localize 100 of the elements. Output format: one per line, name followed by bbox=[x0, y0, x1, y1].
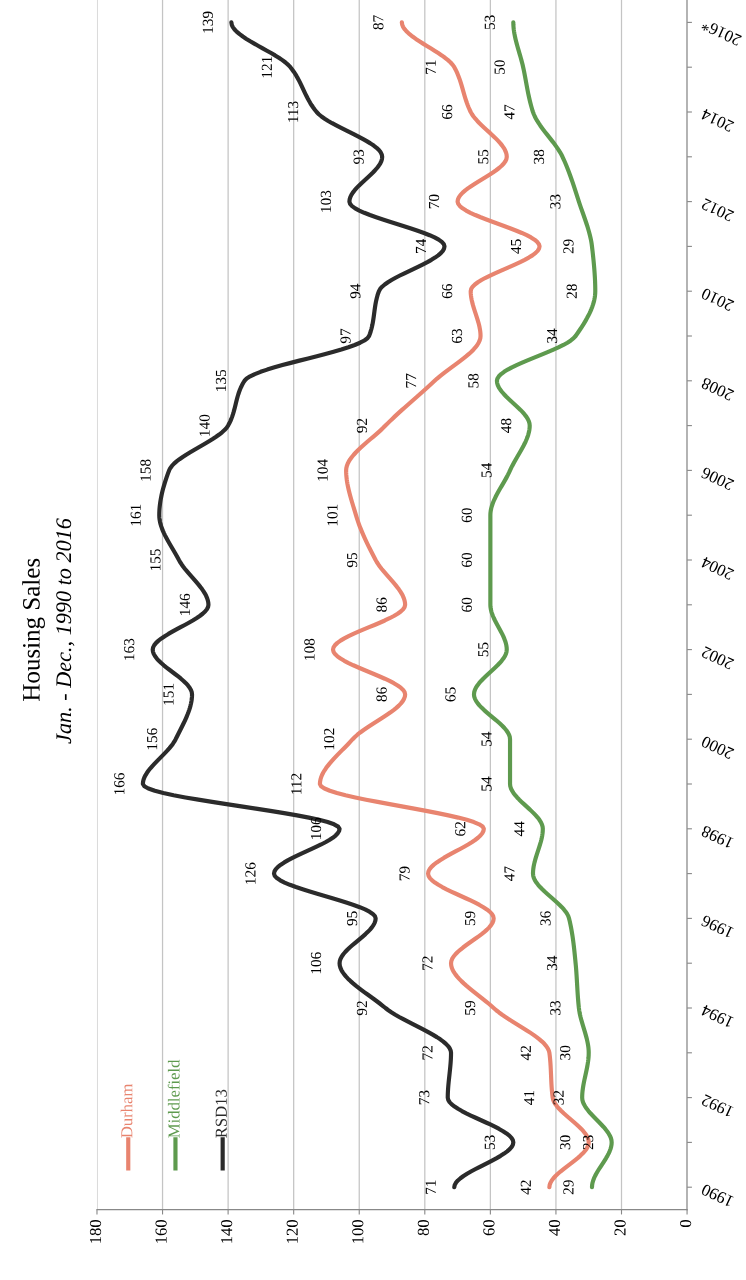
data-label: 65 bbox=[445, 687, 456, 702]
data-label: 50 bbox=[494, 60, 505, 74]
data-label: 70 bbox=[428, 194, 440, 209]
x-tick-label: 40 bbox=[548, 1219, 561, 1236]
data-label: 156 bbox=[146, 728, 158, 750]
data-label: 161 bbox=[130, 504, 141, 526]
data-label: 166 bbox=[114, 773, 125, 795]
data-label: 60 bbox=[461, 597, 472, 612]
data-label: 71 bbox=[425, 1180, 436, 1194]
data-label: 146 bbox=[179, 593, 191, 615]
data-label: 140 bbox=[199, 414, 210, 436]
data-label: 59 bbox=[464, 1000, 476, 1015]
text: RSD13 bbox=[215, 1089, 227, 1138]
data-label: 62 bbox=[455, 822, 466, 836]
data-label: 36 bbox=[540, 911, 551, 926]
data-label: 29 bbox=[563, 1180, 574, 1195]
data-label: 151 bbox=[163, 683, 174, 705]
y-tick-label: 2002 bbox=[700, 646, 735, 670]
data-label: 102 bbox=[323, 728, 335, 750]
data-label: 155 bbox=[150, 549, 161, 571]
data-label: 54 bbox=[481, 731, 492, 746]
data-label: 93 bbox=[353, 149, 364, 164]
data-label: 135 bbox=[215, 369, 227, 391]
data-label: 72 bbox=[422, 1046, 433, 1060]
text: Middlefield bbox=[167, 1059, 180, 1138]
data-label: 72 bbox=[422, 956, 433, 970]
data-label: 139 bbox=[202, 11, 213, 33]
x-tick-label: 160 bbox=[155, 1219, 167, 1243]
x-tick-label: 0 bbox=[679, 1219, 692, 1228]
data-label: 113 bbox=[287, 101, 299, 122]
y-tick-label: 2008 bbox=[700, 377, 735, 401]
data-label: 28 bbox=[566, 284, 577, 299]
data-label: 55 bbox=[478, 149, 489, 164]
data-label: 74 bbox=[415, 239, 426, 254]
x-tick-label: 80 bbox=[417, 1219, 429, 1236]
y-tick-label: 1996 bbox=[700, 914, 734, 939]
data-label: 63 bbox=[451, 328, 463, 343]
x-tick-label: 20 bbox=[614, 1219, 626, 1236]
data-label: 29 bbox=[563, 239, 574, 254]
data-label: 58 bbox=[468, 373, 479, 388]
y-tick-label: 2016* bbox=[700, 18, 742, 47]
y-tick-label: 1992 bbox=[700, 1094, 734, 1118]
data-label: 30 bbox=[560, 1135, 571, 1150]
data-label: 86 bbox=[376, 597, 387, 612]
data-label: 73 bbox=[419, 1090, 430, 1105]
y-tick-label: 2000 bbox=[700, 735, 735, 760]
data-label: 54 bbox=[481, 463, 492, 478]
data-label: 158 bbox=[140, 459, 151, 481]
y-tick-label: 2014 bbox=[700, 108, 735, 133]
data-label: 53 bbox=[484, 15, 495, 30]
x-tick-label: 180 bbox=[89, 1219, 102, 1243]
data-label: 66 bbox=[442, 284, 453, 299]
data-label: 41 bbox=[524, 1090, 535, 1105]
data-label: 92 bbox=[356, 1001, 368, 1016]
x-tick-label: 100 bbox=[352, 1219, 364, 1243]
data-label: 33 bbox=[550, 1000, 561, 1015]
data-label: 30 bbox=[560, 1045, 571, 1060]
data-label: 44 bbox=[514, 821, 525, 837]
data-label: 60 bbox=[461, 508, 472, 523]
y-tick-label: 2012 bbox=[700, 198, 735, 222]
data-label: 163 bbox=[124, 638, 135, 660]
data-label: 42 bbox=[520, 1180, 531, 1195]
data-label: 104 bbox=[317, 459, 328, 481]
data-label: 34 bbox=[546, 328, 558, 343]
data-label: 47 bbox=[504, 866, 515, 881]
data-label: 108 bbox=[304, 638, 315, 660]
x-tick-label: 140 bbox=[221, 1219, 233, 1243]
data-label: 77 bbox=[406, 373, 417, 388]
data-label: 121 bbox=[261, 56, 272, 78]
text: Jan. - Dec., 1990 to 2016 bbox=[56, 518, 75, 744]
text: Durham bbox=[120, 1083, 133, 1138]
data-label: 86 bbox=[376, 687, 387, 702]
y-tick-label: 1990 bbox=[700, 1183, 734, 1208]
data-label: 112 bbox=[291, 773, 302, 794]
data-label: 32 bbox=[553, 1090, 564, 1105]
data-label: 103 bbox=[320, 190, 332, 212]
data-label: 38 bbox=[533, 149, 545, 164]
data-label: 55 bbox=[478, 642, 489, 657]
y-tick-label: 2010 bbox=[700, 287, 735, 312]
data-label: 48 bbox=[501, 418, 512, 433]
y-tick-label: 1994 bbox=[700, 1004, 734, 1028]
data-label: 42 bbox=[520, 1046, 531, 1061]
x-tick-label: 120 bbox=[286, 1219, 298, 1243]
data-label: 95 bbox=[346, 911, 358, 926]
data-label: 60 bbox=[461, 552, 472, 567]
data-label: 106 bbox=[310, 952, 322, 974]
data-label: 126 bbox=[245, 862, 256, 884]
data-label: 101 bbox=[327, 504, 338, 526]
data-label: 34 bbox=[546, 955, 558, 971]
text: Housing Sales bbox=[22, 558, 45, 701]
y-tick-label: 1998 bbox=[700, 825, 734, 849]
data-label: 79 bbox=[399, 866, 410, 881]
data-label: 71 bbox=[425, 60, 436, 74]
data-label: 95 bbox=[346, 552, 358, 568]
data-label: 94 bbox=[350, 283, 361, 299]
data-label: 33 bbox=[550, 194, 561, 209]
x-tick-label: 60 bbox=[483, 1219, 495, 1236]
data-label: 97 bbox=[340, 328, 351, 344]
data-label: 54 bbox=[481, 776, 492, 791]
y-tick-label: 2006 bbox=[700, 466, 735, 491]
